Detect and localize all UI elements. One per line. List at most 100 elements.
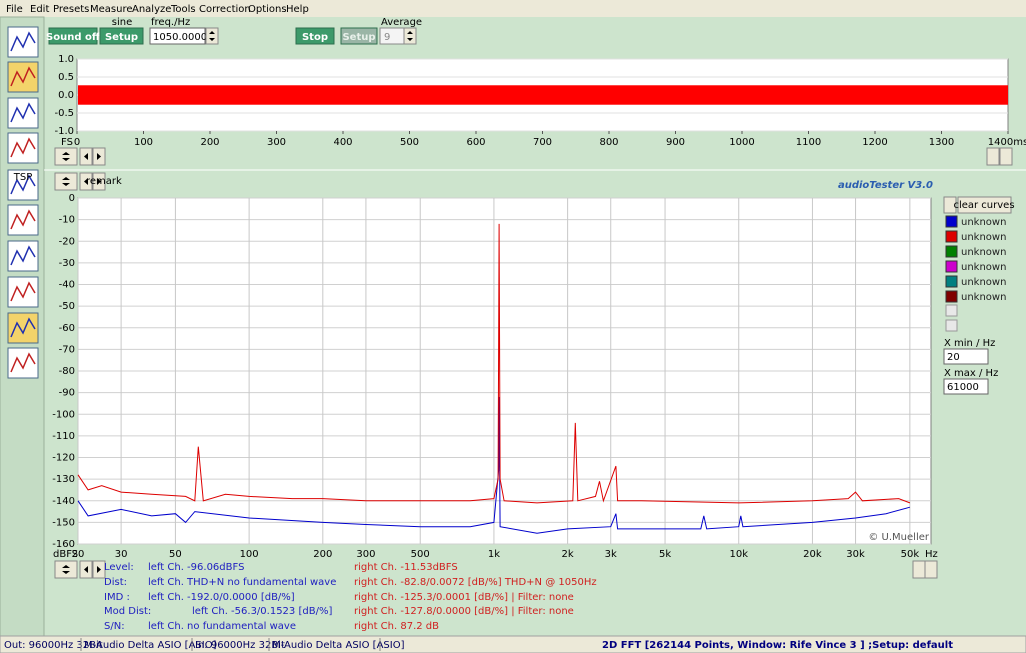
x-axis-label: Hz (925, 549, 938, 560)
y-tick-label: -110 (52, 431, 75, 442)
nav-button[interactable] (986, 147, 1000, 166)
xmax-value: 61000 (947, 382, 979, 393)
x-tick-label: 400 (333, 137, 352, 148)
result-left: left Ch. -192.0/0.0000 [dB/%] (148, 592, 295, 603)
nav-arrow (84, 153, 88, 160)
menu-item[interactable]: Measure (90, 4, 133, 15)
x-tick-label: 1200 (862, 137, 887, 148)
clear-curves-label: clear curves (953, 200, 1014, 211)
tool-icon[interactable] (7, 61, 39, 93)
nav-button[interactable] (924, 560, 938, 579)
tool-icon[interactable] (7, 312, 39, 344)
y-tick-label: 1.0 (58, 54, 74, 65)
menu-item[interactable]: Tools (170, 4, 196, 15)
tool-icon[interactable] (7, 276, 39, 308)
tool-icon[interactable] (7, 26, 39, 58)
x-tick-label: 10k (729, 549, 748, 560)
generator-setup-button-label: Setup (105, 32, 138, 43)
legend-swatch[interactable] (945, 230, 958, 243)
legend-swatch[interactable] (945, 215, 958, 228)
spin-button[interactable] (403, 27, 417, 45)
tool-icon[interactable] (7, 169, 39, 201)
y-tick-label: -150 (52, 517, 75, 528)
legend-label: unknown (961, 262, 1006, 273)
clear-curves-button[interactable] (957, 196, 1012, 214)
result-right: right Ch. 87.2 dB (354, 621, 439, 632)
menu-item[interactable]: File (6, 4, 23, 15)
sound-off-button[interactable] (48, 27, 98, 45)
waveform-label: sine (112, 17, 132, 28)
status-text: 2D FFT [262144 Points, Window: Rife Vinc… (602, 640, 953, 651)
y-tick-label: -160 (52, 539, 75, 550)
nav-button[interactable] (54, 172, 78, 191)
x-tick-label: 200 (200, 137, 219, 148)
legend-swatch[interactable] (945, 260, 958, 273)
status-bar (0, 635, 1026, 653)
tool-icon-glyph (10, 245, 36, 266)
y-tick-label: -70 (59, 344, 75, 355)
xmin-input[interactable] (943, 348, 989, 365)
menu-item[interactable]: Correction (199, 4, 251, 15)
tool-icon[interactable] (7, 132, 39, 164)
x-tick-label: 200 (313, 549, 332, 560)
menu-item[interactable]: Analyze (132, 4, 171, 15)
y-tick-label: -100 (52, 409, 75, 420)
signal-band (78, 85, 1008, 105)
x-tick-label: 1100 (796, 137, 821, 148)
legend-empty-slot[interactable] (945, 304, 958, 317)
menu-item[interactable]: Presets (53, 4, 89, 15)
legend-swatch[interactable] (945, 275, 958, 288)
result-left: left Ch. THD+N no fundamental wave (148, 577, 336, 588)
xmax-label: X max / Hz (944, 368, 998, 379)
average-label: Average (381, 17, 422, 28)
spin-button[interactable] (943, 196, 957, 214)
legend-swatch[interactable] (945, 290, 958, 303)
y-tick-label: -130 (52, 474, 75, 485)
spin-button[interactable] (205, 27, 219, 45)
xmax-input[interactable] (943, 378, 989, 395)
y-axis-label: dBFS (53, 549, 78, 560)
legend-label: unknown (961, 277, 1006, 288)
analyzer-setup-button[interactable] (340, 27, 378, 45)
tool-icon[interactable] (7, 204, 39, 236)
x-tick-label: 300 (356, 549, 375, 560)
nav-button[interactable] (54, 147, 78, 166)
menu-item[interactable]: Help (286, 4, 309, 15)
legend-empty-slot[interactable] (945, 319, 958, 332)
nav-arrows (62, 565, 70, 574)
x-tick-label: 5k (659, 549, 671, 560)
menu-item[interactable]: Edit (30, 4, 49, 15)
y-tick-label: 0.5 (58, 72, 74, 83)
x-tick-label: 500 (411, 549, 430, 560)
freq-label: freq./Hz (151, 17, 190, 28)
average-value: 9 (384, 32, 390, 43)
generator-setup-button[interactable] (99, 27, 144, 45)
tool-icon[interactable] (7, 97, 39, 129)
nav-button[interactable] (912, 560, 926, 579)
tool-icon[interactable] (7, 240, 39, 272)
legend-label: unknown (961, 247, 1006, 258)
y-tick-label: 0.0 (58, 90, 74, 101)
freq-input[interactable] (149, 27, 206, 45)
legend-label: unknown (961, 232, 1006, 243)
stop-button[interactable] (295, 27, 335, 45)
nav-button[interactable] (54, 560, 78, 579)
tool-icon-label: TSP (13, 172, 33, 183)
legend-label: unknown (961, 217, 1006, 228)
x-tick-label: 30k (846, 549, 865, 560)
tool-icon[interactable] (7, 347, 39, 379)
x-tick-label: 800 (599, 137, 618, 148)
nav-button[interactable] (999, 147, 1013, 166)
legend-swatch[interactable] (945, 245, 958, 258)
result-left: left Ch. -56.3/0.1523 [dB/%] (192, 606, 332, 617)
tool-icon-glyph (10, 174, 36, 195)
sound-off-button-label: Sound off (46, 32, 101, 43)
menu-bar (0, 0, 1026, 17)
tool-icon-glyph (10, 317, 36, 338)
menu-item[interactable]: Options (248, 4, 287, 15)
tool-icon-glyph (10, 209, 36, 230)
nav-arrows (62, 152, 70, 161)
result-left: left Ch. no fundamental wave (148, 621, 296, 632)
x-tick-label: 50 (169, 549, 182, 560)
